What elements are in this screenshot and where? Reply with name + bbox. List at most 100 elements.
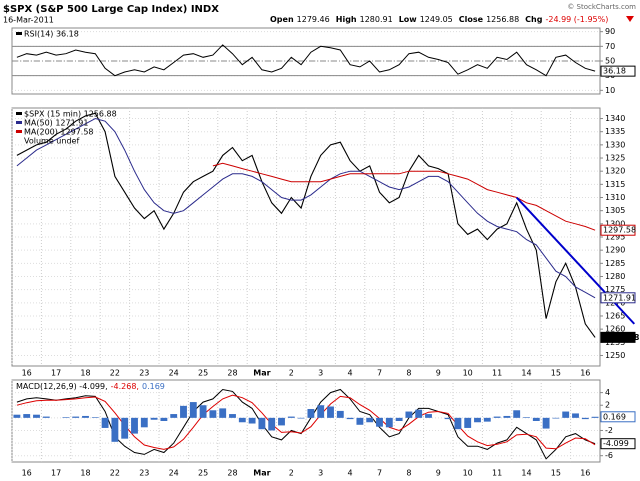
value-box — [600, 224, 636, 236]
y-tick-label: 1265 — [605, 311, 625, 320]
histogram-bar — [591, 416, 599, 418]
histogram-bar — [405, 411, 413, 418]
histogram-bar — [542, 417, 550, 429]
y-tick-label: 1275 — [605, 285, 625, 294]
histogram-bar — [356, 417, 364, 425]
x-tick-label: 23 — [139, 369, 149, 378]
y-tick-label: -2 — [605, 426, 613, 435]
x-tick-label: 7 — [377, 369, 382, 378]
quote-value: 1256.88 — [486, 15, 519, 24]
y-tick-label: 1305 — [605, 206, 625, 215]
value-box-label: 0.169 — [603, 412, 626, 421]
legend-entry: 0.169 — [142, 382, 165, 391]
histogram-bar — [91, 417, 99, 418]
histogram-bar — [532, 417, 540, 421]
x-tick-label: 4 — [348, 369, 353, 378]
y-tick-label: 1280 — [605, 272, 625, 281]
x-tick-label: 25 — [198, 469, 208, 478]
histogram-bar — [523, 417, 530, 418]
histogram-bar — [189, 402, 197, 418]
legend-entry: -4.268, — [111, 382, 139, 391]
histogram-bar — [336, 410, 344, 418]
value-box — [600, 292, 636, 304]
histogram-bar — [150, 417, 158, 420]
histogram-bar — [121, 417, 129, 439]
legend-swatch — [16, 32, 22, 35]
histogram-bar — [464, 417, 472, 428]
y-tick-label: 1320 — [605, 167, 625, 176]
x-tick-label: 2 — [289, 369, 294, 378]
histogram-bar — [483, 417, 491, 422]
quote-value: 1249.05 — [420, 15, 453, 24]
y-tick-label: 10 — [605, 86, 615, 95]
histogram-bar — [82, 415, 89, 418]
series-line — [16, 112, 596, 338]
x-tick-label: 17 — [51, 469, 61, 478]
x-tick-label: Mar — [253, 369, 270, 378]
legend-note: Volume undef — [24, 137, 79, 146]
quote-label: Close — [459, 15, 484, 24]
y-tick-label: 1325 — [605, 154, 625, 163]
x-tick-label: 14 — [521, 369, 531, 378]
histogram-bar — [62, 417, 70, 418]
x-tick-label: 15 — [551, 469, 561, 478]
x-tick-label: 3 — [318, 369, 323, 378]
x-tick-label: 8 — [406, 369, 411, 378]
value-box — [600, 65, 636, 77]
histogram-bar — [111, 417, 119, 442]
x-tick-label: 10 — [463, 469, 473, 478]
histogram-bar — [13, 414, 21, 418]
y-tick-label: 50 — [605, 57, 615, 66]
series-line — [16, 394, 596, 450]
histogram-bar — [238, 417, 246, 423]
panel-frame — [11, 379, 601, 463]
quote-line: Open 1279.46 High 1280.91 Low 1249.05 Close 125… — [270, 15, 608, 24]
histogram-bar — [101, 417, 109, 428]
value-box-label: 1271.91 — [603, 293, 636, 302]
legend-entry: MA(200) 1297.58 — [24, 128, 94, 137]
value-box-label: 1256.88 — [603, 333, 640, 342]
histogram-bar — [170, 414, 178, 418]
quote-value: 1279.46 — [297, 15, 330, 24]
y-tick-label: 1285 — [605, 259, 625, 268]
x-tick-label: 24 — [169, 369, 179, 378]
histogram-bar — [493, 416, 501, 418]
x-tick-label: 4 — [348, 469, 353, 478]
x-tick-label: 23 — [139, 469, 149, 478]
chart-date: 16-Mar-2011 — [3, 16, 54, 25]
y-tick-label: 70 — [605, 42, 615, 51]
x-tick-label: 16 — [580, 469, 590, 478]
histogram-bar — [287, 416, 295, 418]
y-tick-label: 1330 — [605, 140, 625, 149]
y-tick-label: 1310 — [605, 193, 625, 202]
histogram-bar — [317, 405, 325, 418]
histogram-bar — [199, 405, 207, 418]
legend-swatch — [16, 112, 22, 115]
down-arrow — [626, 16, 634, 22]
y-tick-label: 4 — [605, 388, 610, 397]
quote-label: Low — [399, 15, 418, 24]
x-tick-label: 24 — [169, 469, 179, 478]
histogram-bar — [346, 417, 354, 420]
histogram-bar — [131, 417, 138, 434]
y-tick-label: 1340 — [605, 114, 625, 123]
x-tick-label: 16 — [22, 369, 32, 378]
histogram-bar — [474, 417, 481, 423]
value-box — [600, 331, 636, 343]
x-tick-label: 17 — [51, 369, 61, 378]
histogram-bar — [581, 417, 589, 420]
x-tick-label: 11 — [492, 369, 502, 378]
histogram-bar — [572, 413, 579, 418]
histogram-bar — [33, 414, 40, 418]
value-box-label: 36.18 — [603, 67, 626, 76]
x-tick-label: 8 — [406, 469, 411, 478]
x-tick-label: 28 — [227, 469, 237, 478]
histogram-bar — [307, 409, 315, 418]
y-tick-label: -6 — [605, 451, 613, 460]
histogram-bar — [552, 417, 560, 419]
quote-label: Chg — [525, 15, 543, 24]
chart-title: $SPX (S&P 500 Large Cap Index) INDX — [3, 4, 219, 15]
x-tick-label: Mar — [253, 469, 270, 478]
histogram-bar — [248, 417, 256, 424]
